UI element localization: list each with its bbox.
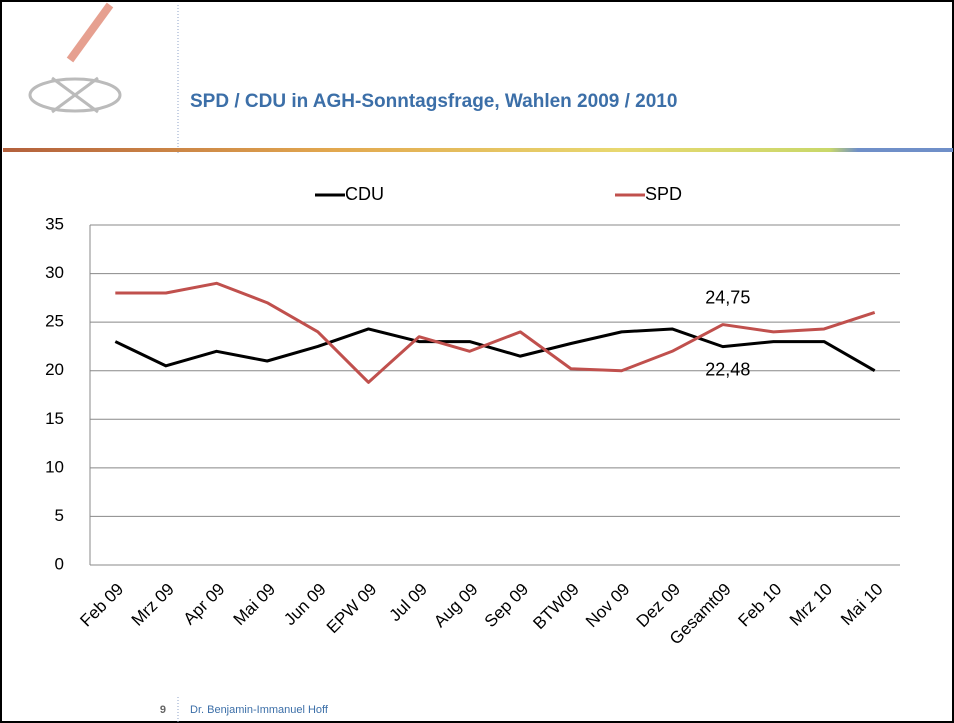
y-tick-label: 30 <box>45 263 64 282</box>
y-tick-label: 20 <box>45 360 64 379</box>
y-tick-label: 15 <box>45 409 64 428</box>
y-tick-label: 5 <box>55 506 64 525</box>
chart-title: SPD / CDU in AGH-Sonntagsfrage, Wahlen 2… <box>190 91 677 112</box>
data-label: 24,75 <box>705 287 750 307</box>
footer-author: Dr. Benjamin-Immanuel Hoff <box>190 704 329 716</box>
legend-label: CDU <box>345 184 384 204</box>
y-tick-label: 35 <box>45 214 64 233</box>
y-tick-label: 10 <box>45 457 64 476</box>
data-label: 22,48 <box>705 359 750 379</box>
slide: SPD / CDU in AGH-Sonntagsfrage, Wahlen 2… <box>0 0 954 723</box>
header-bar <box>3 148 953 152</box>
y-tick-label: 25 <box>45 312 64 331</box>
y-tick-label: 0 <box>55 554 64 573</box>
page-number: 9 <box>160 704 166 716</box>
legend-label: SPD <box>645 184 682 204</box>
